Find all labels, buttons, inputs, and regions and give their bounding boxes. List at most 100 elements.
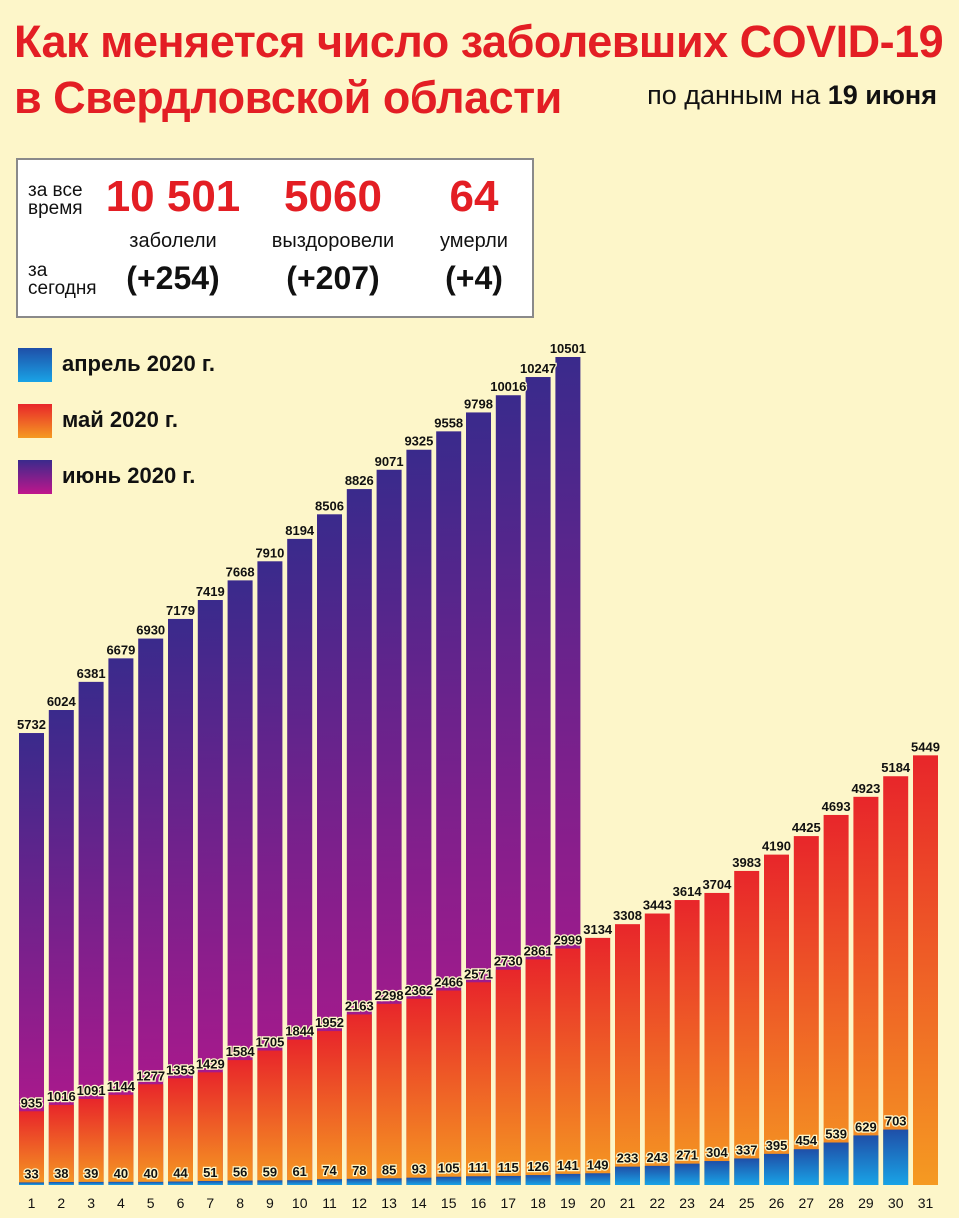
bar-april-10 bbox=[287, 1180, 313, 1185]
stat-recovered-caption: выздоровели bbox=[271, 230, 395, 252]
data-label-april-11: 74 bbox=[322, 1163, 337, 1178]
stat-deaths-delta: (+4) bbox=[445, 260, 503, 296]
bar-april-27 bbox=[793, 1149, 819, 1185]
data-label-may-19: 2999 bbox=[553, 933, 582, 948]
data-label-may-12: 2163 bbox=[345, 998, 374, 1013]
x-tick-30: 30 bbox=[888, 1195, 904, 1211]
x-tick-labels: 1 2 3 4 5 6 7 8 9 10 11 12 13 14 15 16 17 18 19 20 21 22 23 24 2… bbox=[28, 1195, 934, 1211]
data-label-may-4: 1144 bbox=[107, 1079, 136, 1094]
x-tick-4: 4 bbox=[117, 1195, 125, 1211]
data-label-may-28: 4693 bbox=[822, 799, 851, 814]
x-tick-5: 5 bbox=[147, 1195, 155, 1211]
title-line-2: в Свердловской области bbox=[14, 72, 562, 123]
data-label-may-22: 3443 bbox=[643, 898, 672, 913]
data-label-may-6: 1353 bbox=[166, 1062, 195, 1077]
bar-may-26 bbox=[764, 854, 789, 1185]
series-april bbox=[19, 1129, 909, 1185]
bar-may-5 bbox=[138, 1084, 164, 1185]
bar-may-11 bbox=[317, 1031, 342, 1185]
bar-april-18 bbox=[525, 1175, 551, 1185]
legend-swatch-june bbox=[18, 460, 52, 494]
data-label-june-3: 6381 bbox=[77, 666, 106, 681]
data-label-april-10: 61 bbox=[292, 1164, 306, 1179]
bar-april-1 bbox=[19, 1182, 44, 1185]
data-label-may-8: 1584 bbox=[226, 1044, 256, 1059]
data-label-june-13: 9071 bbox=[375, 454, 404, 469]
data-label-june-2: 6024 bbox=[47, 694, 77, 709]
bar-april-17 bbox=[495, 1175, 521, 1185]
data-label-april-14: 93 bbox=[412, 1162, 426, 1177]
bar-may-29 bbox=[853, 796, 879, 1185]
bar-may-10 bbox=[287, 1039, 313, 1185]
bar-may-6 bbox=[168, 1078, 193, 1185]
data-label-june-1: 5732 bbox=[17, 717, 46, 732]
bar-may-30 bbox=[883, 776, 909, 1185]
bar-april-28 bbox=[823, 1142, 849, 1185]
data-label-may-18: 2861 bbox=[524, 943, 553, 958]
data-label-april-30: 703 bbox=[885, 1114, 907, 1129]
bar-june-1 bbox=[19, 733, 44, 1185]
bar-may-18 bbox=[525, 959, 551, 1185]
data-label-april-1: 33 bbox=[24, 1166, 38, 1181]
x-tick-24: 24 bbox=[709, 1195, 725, 1211]
data-label-april-24: 304 bbox=[706, 1145, 728, 1160]
stat-cases-caption: заболели bbox=[129, 230, 217, 252]
data-label-april-15: 105 bbox=[438, 1161, 460, 1176]
data-label-april-6: 44 bbox=[173, 1166, 188, 1181]
x-tick-19: 19 bbox=[560, 1195, 576, 1211]
bar-may-28 bbox=[823, 814, 849, 1185]
legend-label-april: апрель 2020 г. bbox=[62, 351, 215, 376]
bar-april-13 bbox=[376, 1178, 402, 1185]
bar-april-2 bbox=[48, 1182, 74, 1185]
x-tick-27: 27 bbox=[799, 1195, 815, 1211]
x-tick-13: 13 bbox=[381, 1195, 397, 1211]
stat-recovered-value: 5060 bbox=[284, 172, 382, 221]
data-label-may-16: 2571 bbox=[464, 966, 493, 981]
data-label-may-30: 5184 bbox=[881, 760, 911, 775]
legend-label-june: июнь 2020 г. bbox=[62, 463, 196, 488]
data-label-may-20: 3134 bbox=[583, 922, 613, 937]
bar-may-9 bbox=[257, 1050, 283, 1185]
data-label-april-13: 85 bbox=[382, 1162, 396, 1177]
data-label-april-18: 126 bbox=[527, 1159, 549, 1174]
data-label-april-26: 395 bbox=[766, 1138, 788, 1153]
x-tick-17: 17 bbox=[501, 1195, 517, 1211]
data-labels: 5732 935 33 6024 1016 38 6381 1091 39 6679 1144 40 6… bbox=[16, 340, 941, 1183]
data-label-june-18: 10247 bbox=[520, 361, 556, 376]
data-label-may-21: 3308 bbox=[613, 908, 642, 923]
x-tick-29: 29 bbox=[858, 1195, 874, 1211]
page-title: Как меняется число заболевших COVID-19 в… bbox=[14, 14, 944, 126]
bar-may-12 bbox=[346, 1014, 372, 1185]
data-label-june-19: 10501 bbox=[550, 341, 586, 356]
data-label-may-2: 1016 bbox=[47, 1089, 76, 1104]
data-label-april-25: 337 bbox=[736, 1142, 758, 1157]
x-tick-15: 15 bbox=[441, 1195, 457, 1211]
legend-swatch-april bbox=[18, 348, 52, 382]
data-label-april-3: 39 bbox=[84, 1166, 98, 1181]
label-all-time: за все время bbox=[28, 180, 83, 219]
data-label-april-19: 141 bbox=[557, 1158, 579, 1173]
bar-may-20 bbox=[585, 937, 611, 1185]
bar-april-9 bbox=[257, 1180, 283, 1185]
data-label-june-7: 7419 bbox=[196, 584, 225, 599]
data-label-may-7: 1429 bbox=[196, 1056, 225, 1071]
bar-april-3 bbox=[78, 1181, 104, 1185]
bar-april-11 bbox=[317, 1179, 342, 1185]
data-label-june-15: 9558 bbox=[434, 415, 463, 430]
bar-may-3 bbox=[78, 1098, 104, 1185]
data-label-may-3: 1091 bbox=[77, 1083, 106, 1098]
data-label-april-12: 78 bbox=[352, 1163, 366, 1178]
x-tick-11: 11 bbox=[322, 1195, 337, 1211]
bar-may-21 bbox=[615, 924, 640, 1185]
x-tick-21: 21 bbox=[620, 1195, 636, 1211]
data-label-june-11: 8506 bbox=[315, 498, 344, 513]
x-tick-20: 20 bbox=[590, 1195, 606, 1211]
data-label-april-4: 40 bbox=[114, 1166, 128, 1181]
x-tick-9: 9 bbox=[266, 1195, 274, 1211]
data-label-may-10: 1844 bbox=[285, 1024, 315, 1039]
bar-may-7 bbox=[197, 1072, 223, 1185]
data-label-may-14: 2362 bbox=[404, 983, 433, 998]
data-label-may-31: 5449 bbox=[911, 739, 940, 754]
data-label-april-9: 59 bbox=[263, 1164, 277, 1179]
bar-april-8 bbox=[227, 1180, 253, 1185]
